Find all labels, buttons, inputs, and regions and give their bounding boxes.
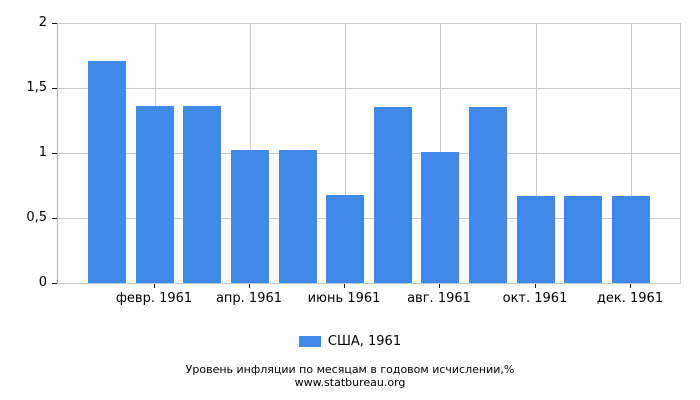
legend: США, 1961	[0, 334, 700, 349]
h-gridline	[58, 153, 680, 154]
bar-май 1961	[279, 150, 317, 283]
v-gridline	[345, 23, 346, 283]
y-axis-label: 1	[38, 145, 47, 160]
x-axis-tick	[535, 284, 536, 288]
y-axis-tick	[52, 218, 57, 219]
x-axis-tick	[249, 284, 250, 288]
y-axis-label: 1,5	[26, 80, 47, 95]
y-axis-tick	[52, 88, 57, 89]
y-axis-label: 0	[38, 275, 47, 290]
h-gridline	[58, 88, 680, 89]
bar-янв. 1961	[88, 61, 126, 283]
y-axis-tick	[52, 23, 57, 24]
v-gridline	[631, 23, 632, 283]
x-axis-label: февр. 1961	[115, 291, 193, 306]
bar-окт. 1961	[517, 196, 555, 283]
legend-swatch	[298, 336, 321, 347]
h-gridline	[58, 218, 680, 219]
chart-caption: Уровень инфляции по месяцам в годовом ис…	[0, 363, 700, 389]
plot-area	[57, 23, 681, 284]
h-gridline	[58, 23, 680, 24]
x-axis-tick	[154, 284, 155, 288]
x-axis-label: апр. 1961	[215, 291, 283, 306]
bar-нояб. 1961	[564, 196, 602, 283]
bar-апр. 1961	[231, 150, 269, 283]
x-axis-label: июнь 1961	[307, 291, 381, 306]
x-axis-tick	[439, 284, 440, 288]
x-axis-label: авг. 1961	[407, 291, 471, 306]
caption-title: Уровень инфляции по месяцам в годовом ис…	[185, 363, 515, 376]
bar-март 1961	[183, 106, 221, 283]
bar-июль 1961	[374, 107, 412, 283]
bar-февр. 1961	[136, 106, 174, 283]
legend-label: США, 1961	[327, 334, 402, 349]
x-axis-label: дек. 1961	[596, 291, 664, 306]
v-gridline	[536, 23, 537, 283]
bar-дек. 1961	[612, 196, 650, 283]
bar-сент. 1961	[469, 107, 507, 283]
y-axis-tick	[52, 283, 57, 284]
bar-авг. 1961	[421, 152, 459, 283]
bar-июнь 1961	[326, 195, 364, 283]
caption-source: www.statbureau.org	[294, 375, 406, 389]
x-axis-tick	[630, 284, 631, 288]
y-axis-label: 0,5	[26, 210, 47, 225]
x-axis-tick	[344, 284, 345, 288]
x-axis-label: окт. 1961	[502, 291, 568, 306]
y-axis-tick	[52, 153, 57, 154]
y-axis-label: 2	[38, 15, 47, 30]
